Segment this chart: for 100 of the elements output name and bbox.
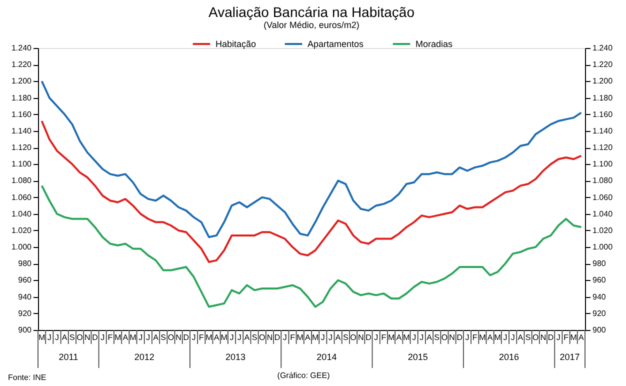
x-tick-label: N xyxy=(84,333,90,342)
y-tick-label: 1.200 xyxy=(11,76,32,86)
x-tick-label: S xyxy=(70,333,75,342)
text: 2012 xyxy=(134,352,154,362)
text: 2017 xyxy=(560,352,580,362)
y2-tick-label: 900 xyxy=(592,326,606,334)
x-tick-label: J xyxy=(465,333,470,342)
y2-tick-label: 1.160 xyxy=(592,110,614,119)
x-tick-label: D xyxy=(183,333,190,342)
x-tick-label: S xyxy=(434,333,440,342)
y-tick-label: 920 xyxy=(18,308,32,318)
x-tick-label: D xyxy=(548,333,554,342)
x-tick-label: J xyxy=(328,333,332,342)
x-tick-label: J xyxy=(282,333,287,342)
y-tick-label: 1.220 xyxy=(11,60,32,70)
y-tick-label: 1.080 xyxy=(11,176,32,186)
x-tick-label: S xyxy=(252,333,258,342)
y-tick-label: 940 xyxy=(18,292,32,302)
x-tick-label: M xyxy=(38,333,46,342)
y-tick-label: 1.240 xyxy=(11,44,32,52)
y-tick-label: 1.100 xyxy=(11,160,32,169)
x-tick-label: J xyxy=(54,333,59,342)
x-tick-label: O xyxy=(441,333,448,342)
x-tick-label: A xyxy=(426,333,433,342)
x-tick-label: N xyxy=(358,333,364,342)
x-tick-label: J xyxy=(420,333,424,342)
x-tick-label: J xyxy=(503,333,508,342)
x-tick-label: F xyxy=(108,333,113,342)
y2-tick-label: 980 xyxy=(592,259,606,268)
x-tick-label: M xyxy=(388,333,395,342)
source-note: Fonte: INE xyxy=(8,373,46,382)
x-tick-label: J xyxy=(138,333,143,342)
x-tick-label: A xyxy=(305,333,312,342)
text: 2013 xyxy=(226,352,246,362)
x-tick-label: M xyxy=(403,333,410,342)
x-tick-label: J xyxy=(100,333,105,342)
y2-tick-label: 1.080 xyxy=(592,176,614,186)
x-tick-label: A xyxy=(214,333,220,342)
y2-tick-label: 1.120 xyxy=(592,143,614,152)
x-tick-label: M xyxy=(479,333,486,342)
x-tick-label: N xyxy=(176,333,182,342)
x-tick-label: A xyxy=(518,333,524,342)
y-tick-label: 900 xyxy=(18,326,32,334)
x-tick-label: D xyxy=(456,333,463,342)
x-tick-label: J xyxy=(510,333,515,342)
y2-tick-label: 1.140 xyxy=(592,126,614,136)
text: 2016 xyxy=(499,352,520,362)
y-tick-label: 1.120 xyxy=(11,143,32,152)
x-tick-label: S xyxy=(343,333,348,342)
y2-tick-label: 1.220 xyxy=(592,60,614,70)
x-tick-label: A xyxy=(396,333,402,342)
x-tick-label: A xyxy=(487,333,494,342)
x-tick-label: M xyxy=(114,333,122,342)
x-tick-label: N xyxy=(266,333,273,342)
y2-tick-label: 1.020 xyxy=(592,226,614,235)
y2-tick-label: 1.100 xyxy=(592,160,614,169)
x-tick-label: F xyxy=(290,333,296,342)
x-tick-label: A xyxy=(62,333,68,342)
y2-tick-label: 940 xyxy=(592,292,606,302)
x-tick-label: J xyxy=(47,333,52,342)
x-tick-label: S xyxy=(160,333,166,342)
x-tick-label: M xyxy=(494,333,502,342)
y2-tick-label: 960 xyxy=(592,276,606,285)
x-tick-label: F xyxy=(472,333,478,342)
legend-label: Habitação xyxy=(216,39,256,49)
x-tick-label: N xyxy=(540,333,546,342)
x-tick-label: A xyxy=(244,333,250,342)
y2-tick-label: 920 xyxy=(592,308,606,318)
text: 2011 xyxy=(58,352,78,362)
text: (Gráfico: GEE) xyxy=(277,371,330,380)
x-tick-label: A xyxy=(122,333,129,342)
y2-tick-label: 1.060 xyxy=(592,192,614,202)
x-tick-label: A xyxy=(578,333,585,342)
y2-tick-label: 1.180 xyxy=(592,93,614,102)
x-tick-label: F xyxy=(198,333,204,342)
y2-tick-label: 1.040 xyxy=(592,209,614,218)
x-tick-label: M xyxy=(312,333,319,342)
y-tick-label: 980 xyxy=(18,259,32,268)
x-tick-label: O xyxy=(259,333,266,342)
y-tick-label: 960 xyxy=(18,276,32,285)
x-tick-label: J xyxy=(320,333,325,342)
y2-tick-label: 1.240 xyxy=(592,44,614,52)
text: 2014 xyxy=(316,352,337,362)
x-tick-label: J xyxy=(146,333,150,342)
x-tick-label: J xyxy=(237,333,242,342)
x-tick-label: N xyxy=(449,333,456,342)
x-tick-label: O xyxy=(168,333,174,342)
x-tick-label: D xyxy=(366,333,372,342)
chart-title: Avaliação Bancária na Habitação xyxy=(208,4,415,20)
x-tick-label: O xyxy=(76,333,83,342)
x-tick-label: J xyxy=(230,333,234,342)
x-tick-label: F xyxy=(564,333,569,342)
line-series xyxy=(40,120,582,263)
x-tick-label: J xyxy=(412,333,416,342)
line-series xyxy=(40,184,582,308)
x-tick-label: S xyxy=(525,333,531,342)
line-series xyxy=(40,80,582,238)
y-tick-label: 1.040 xyxy=(11,209,32,218)
y2-tick-label: 1.200 xyxy=(592,76,614,86)
x-tick-label: D xyxy=(274,333,280,342)
